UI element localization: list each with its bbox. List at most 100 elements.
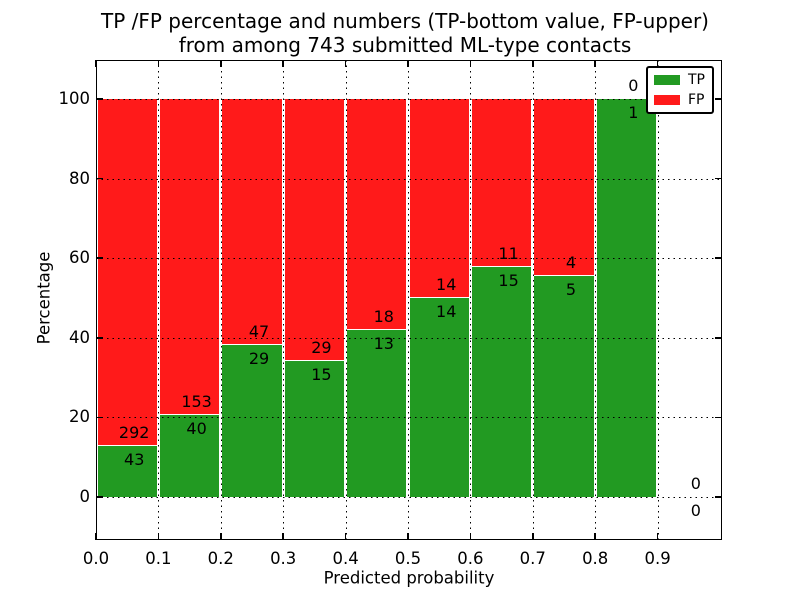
fp-count-label: 18 (373, 307, 394, 327)
x-tick-label: 0.9 (644, 549, 671, 568)
chart-title-line-2: from among 743 submitted ML-type contact… (178, 33, 632, 57)
x-tick-bottom (407, 533, 409, 540)
x-gridline (345, 60, 347, 540)
legend-label: TP (688, 72, 705, 88)
x-tick-label: 0.5 (394, 549, 422, 568)
bar-fp-segment (347, 99, 407, 331)
y-gridline (96, 178, 722, 180)
y-tick-right (715, 257, 722, 259)
y-gridline (96, 417, 722, 419)
tp-count-label: 0 (690, 501, 701, 520)
chart-title: TP /FP percentage and numbers (TP-bottom… (101, 9, 709, 57)
y-gridline (96, 99, 722, 100)
x-tick-bottom (282, 533, 284, 540)
y-tick-right (715, 337, 722, 339)
y-tick-label: 80 (69, 168, 90, 188)
fp-count-label: 14 (436, 275, 457, 294)
y-tick-label: 60 (69, 248, 90, 268)
y-tick-left (96, 416, 103, 419)
tp-count-label: 14 (436, 302, 457, 321)
x-gridline (657, 60, 659, 540)
x-tick-top (532, 60, 534, 67)
x-tick-top (594, 60, 596, 67)
x-gridline (158, 60, 160, 540)
x-tick-top (282, 60, 284, 67)
y-gridline (96, 337, 722, 339)
y-tick-right (715, 98, 722, 100)
x-tick-label: 0.1 (145, 549, 172, 568)
x-gridline (470, 60, 472, 540)
y-tick-label: 0 (79, 487, 91, 506)
plot-area: 292 43 153 40 47 29 29 15 18 13 14 14 11 15 4 5 0 1 0 0 (95, 60, 722, 540)
y-tick-right (715, 177, 722, 180)
legend: TP FP (646, 66, 714, 114)
bar-fp-segment (534, 99, 594, 276)
bar-fp-segment (284, 99, 345, 362)
bar-tp-segment (471, 267, 532, 497)
x-tick-bottom (157, 533, 160, 540)
fp-count-label: 47 (248, 322, 270, 342)
x-tick-bottom (220, 533, 222, 540)
fp-count-label: 0 (690, 474, 701, 493)
tp-count-label: 40 (186, 418, 207, 438)
x-gridline (595, 60, 597, 540)
x-tick-bottom (95, 533, 97, 540)
x-gridline (408, 60, 409, 540)
x-tick-label: 0.6 (457, 549, 484, 568)
tp-count-label: 5 (565, 279, 577, 299)
bar-tp-segment (534, 275, 594, 497)
x-tick-top (157, 60, 160, 67)
x-tick-bottom (656, 533, 659, 540)
x-tick-label: 0.2 (207, 549, 234, 568)
bar-tp-segment (159, 414, 220, 497)
x-tick-top (469, 60, 472, 67)
y-tick-left (96, 177, 103, 180)
x-gridline (532, 60, 534, 540)
tp-count-label: 15 (311, 365, 332, 385)
x-tick-top (656, 60, 659, 67)
y-gridline (96, 258, 722, 260)
x-tick-label: 0.3 (270, 549, 297, 568)
fp-count-label: 29 (311, 338, 332, 358)
y-tick-right (715, 496, 722, 498)
bar-tp-segment (222, 345, 282, 497)
x-tick-bottom (344, 533, 347, 540)
y-tick-left (96, 496, 103, 498)
x-tick-bottom (594, 533, 596, 540)
x-tick-top (407, 60, 409, 67)
tp-count-label: 43 (124, 449, 145, 469)
x-tick-top (344, 60, 347, 67)
legend-label: FP (688, 92, 705, 108)
y-tick-left (96, 337, 103, 339)
bar-fp-segment (97, 99, 157, 446)
x-tick-label: 0.0 (82, 549, 110, 568)
fp-count-label: 153 (181, 391, 212, 411)
tp-count-label: 1 (628, 103, 639, 122)
tp-count-label: 15 (498, 271, 519, 291)
tp-count-label: 13 (373, 334, 394, 354)
bar-tp-segment (409, 298, 469, 497)
x-tick-label: 0.7 (519, 549, 546, 568)
x-gridline (283, 60, 285, 540)
fp-count-label: 292 (118, 422, 150, 442)
bar-tp-segment (284, 361, 345, 497)
x-tick-label: 0.8 (582, 549, 609, 568)
legend-item: TP (654, 72, 706, 88)
fp-count-label: 4 (565, 252, 577, 272)
fp-count-label: 0 (628, 76, 639, 95)
x-tick-bottom (532, 533, 534, 540)
x-axis-label: Predicted probability (323, 568, 495, 588)
x-tick-top (220, 60, 222, 67)
x-tick-top (95, 60, 97, 67)
y-tick-right (715, 416, 722, 419)
bar-fp-segment (222, 99, 282, 346)
legend-swatch-tp (654, 75, 680, 85)
fp-count-label: 11 (498, 244, 519, 264)
y-tick-left (96, 98, 103, 100)
y-gridline (96, 497, 722, 498)
y-tick-label: 20 (69, 407, 90, 427)
legend-item: FP (654, 92, 706, 108)
chart-title-line-1: TP /FP percentage and numbers (TP-bottom… (101, 9, 709, 33)
tp-count-label: 29 (248, 349, 270, 369)
